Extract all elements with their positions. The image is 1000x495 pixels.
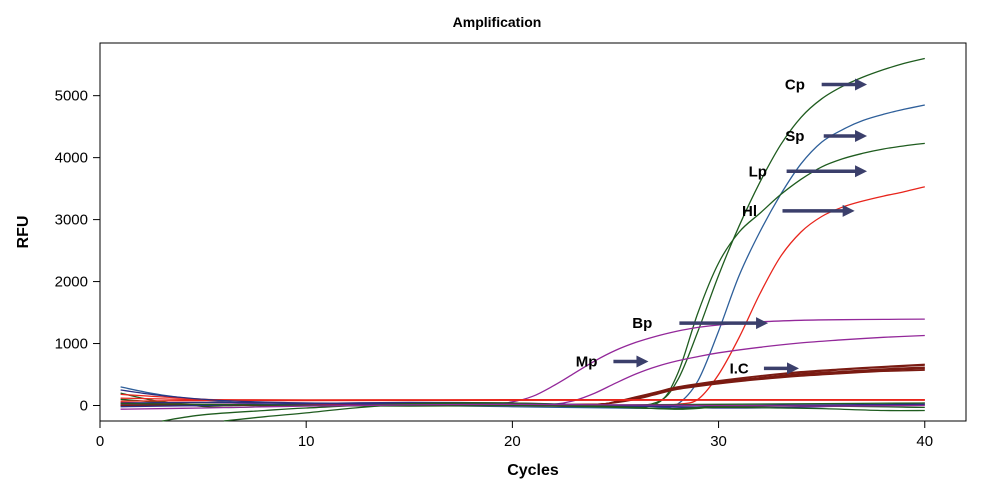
series-line-3 (120, 142, 925, 408)
series-line-15 (120, 399, 925, 402)
x-tick-label: 10 (298, 433, 315, 450)
annotation-label: Lp (749, 163, 767, 180)
x-tick-label: 20 (504, 433, 521, 450)
y-tick-label: 4000 (55, 150, 88, 167)
y-tick-label: 2000 (55, 274, 88, 291)
annotation-arrow-head (855, 165, 868, 178)
y-tick-label: 1000 (55, 336, 88, 353)
annotation-arrow-head (855, 78, 868, 91)
annotation-label: I.C (730, 360, 749, 377)
annotation-label: Bp (632, 315, 652, 332)
series-group (120, 57, 925, 422)
plot-frame (99, 42, 967, 422)
y-tick-label: 0 (80, 398, 88, 415)
annotation-arrow-head (842, 204, 855, 217)
series-line-1 (120, 57, 925, 409)
annotation-arrow-head (786, 362, 799, 375)
y-axis-title: RFU (15, 216, 32, 249)
x-axis-title: Cycles (507, 462, 559, 479)
annotation-label: Hl (742, 203, 757, 220)
annotation-arrow-head (636, 355, 649, 368)
annotation-label: Sp (785, 128, 804, 145)
y-tick-label: 3000 (55, 212, 88, 229)
annotation-label: Cp (785, 77, 805, 94)
annotation-arrow-head (756, 317, 769, 330)
x-tick-label: 40 (916, 433, 933, 450)
series-line-6 (120, 334, 925, 406)
series-line-22 (120, 403, 925, 410)
annotation-group: Cp Sp Lp Hl Bp Mp I.C (576, 77, 868, 377)
y-tick-label: 5000 (55, 88, 88, 105)
series-line-2 (120, 104, 925, 409)
series-line-21 (120, 402, 925, 407)
axis-ticks: 0 10 20 30 40 0 1000 2000 3000 4000 5000 (55, 88, 933, 450)
annotation-label: Mp (576, 354, 598, 371)
x-tick-label: 0 (96, 433, 104, 450)
chart-title: Amplification (453, 14, 542, 30)
annotation-arrow-head (855, 129, 868, 142)
x-tick-label: 30 (710, 433, 727, 450)
series-line-5 (120, 318, 925, 405)
